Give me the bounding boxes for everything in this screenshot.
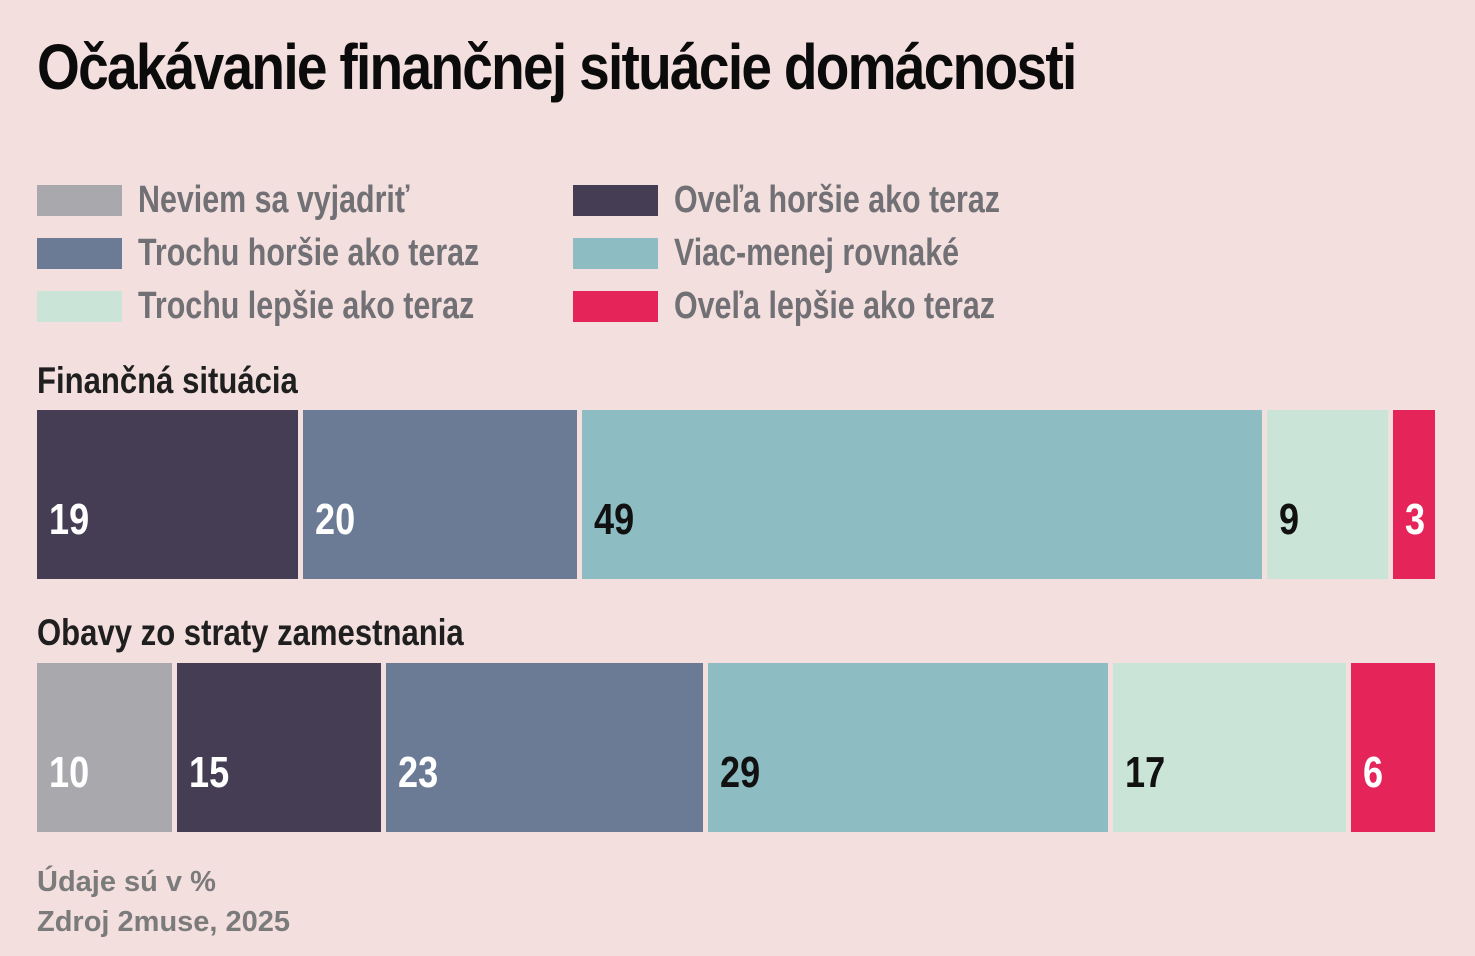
bar-segment-ovela-lepsie: 3 [1393,410,1435,579]
legend-item-trochu-lepsie: Trochu lepšie ako teraz [37,281,558,331]
data-label: 19 [49,495,90,544]
footer-note: Údaje sú v % [37,866,216,898]
legend-item-neviem: Neviem sa vyjadriť [37,175,477,225]
bar-financna-situacia: 19 20 49 9 3 [37,410,1435,579]
data-label: 3 [1405,495,1426,544]
legend-item-rovnake: Viac-menej rovnaké [573,228,1030,278]
bar-segment-trochu-lepsie: 9 [1267,410,1394,579]
row-title-obavy: Obavy zo straty zamestnania [37,612,464,653]
legend-label: Oveľa lepšie ako teraz [674,284,995,327]
data-label: 10 [49,748,90,797]
legend-item-trochu-horsie: Trochu horšie ako teraz [37,228,565,278]
legend-swatch [37,184,122,216]
legend-swatch [37,290,122,322]
bar-segment-trochu-lepsie: 17 [1113,663,1352,832]
bar-segment-ovela-lepsie: 6 [1351,663,1435,832]
data-label: 15 [188,748,229,797]
data-label: 9 [1279,495,1300,544]
bar-segment-ovela-horsie: 19 [37,410,303,579]
legend-label: Viac-menej rovnaké [674,231,960,274]
legend-label: Trochu horšie ako teraz [138,231,480,274]
legend-item-ovela-horsie: Oveľa horšie ako teraz [573,175,1082,225]
legend-swatch [573,184,658,216]
legend-label: Neviem sa vyjadriť [138,178,410,221]
legend-swatch [573,290,658,322]
footer-source: Zdroj 2muse, 2025 [37,906,291,938]
bar-segment-rovnake: 49 [582,410,1268,579]
data-label: 6 [1363,748,1384,797]
legend-label: Trochu lepšie ako teraz [138,284,475,327]
data-label: 23 [398,748,439,797]
bar-segment-neviem: 10 [37,663,177,832]
legend-item-ovela-lepsie: Oveľa lepšie ako teraz [573,281,1075,331]
data-label: 20 [314,495,355,544]
data-label: 49 [594,495,635,544]
bar-segment-trochu-horsie: 20 [302,410,583,579]
legend-swatch [37,237,122,269]
legend-swatch [573,237,658,269]
bar-segment-trochu-horsie: 23 [386,663,709,832]
data-label: 29 [720,748,761,797]
bar-obavy-zo-straty-zamestnania: 10 15 23 29 17 6 [37,663,1435,832]
row-title-financna-situacia: Finančná situácia [37,360,298,401]
legend-label: Oveľa horšie ako teraz [674,178,1000,221]
data-label: 17 [1125,748,1166,797]
bar-segment-rovnake: 29 [708,663,1114,832]
legend: Neviem sa vyjadriť Trochu horšie ako ter… [37,175,1137,335]
chart-title: Očakávanie finančnej situácie domácnosti [37,31,1077,103]
bar-segment-ovela-horsie: 15 [176,663,387,832]
